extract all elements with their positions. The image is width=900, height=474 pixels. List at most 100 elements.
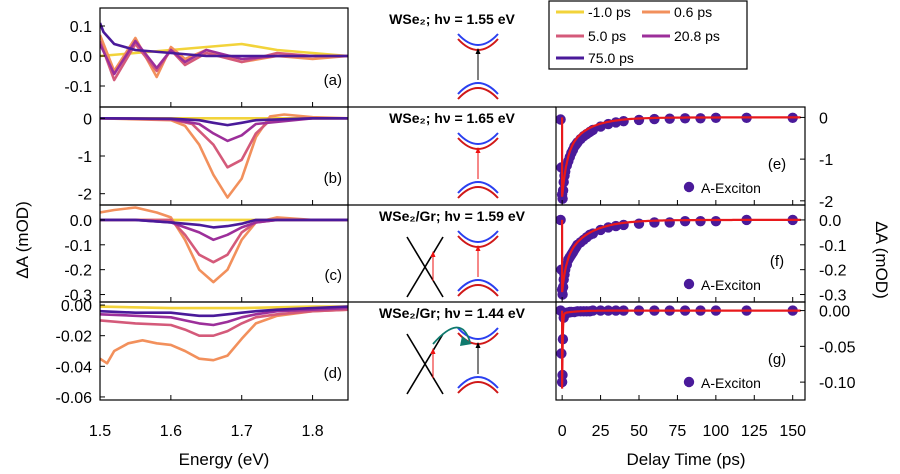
data-point (618, 116, 629, 127)
data-point (618, 219, 629, 231)
y-tick-label: 0.1 (70, 19, 92, 36)
panel-letter: (e) (768, 156, 786, 173)
legend-label: 75.0 ps (588, 50, 634, 66)
y-tick-label: 0.00 (819, 304, 850, 321)
band-curve (457, 132, 499, 145)
y-tick-label: -0.04 (56, 359, 93, 376)
panel-letter: (a) (324, 72, 342, 89)
data-point (695, 216, 706, 227)
arrow-head (475, 245, 481, 251)
kinetics-panel-g: 0.00 -0.05 -0.10 0 25 50 75 100 125 150 A-Exciton (… (555, 301, 856, 440)
y-tick-label: 0.0 (70, 213, 92, 230)
series-line-5.0ps (100, 40, 348, 82)
x-tick-label: 150 (779, 423, 806, 440)
y-tick-label: 0.00 (61, 298, 92, 315)
data-point (556, 114, 566, 125)
series-line-75.0ps (100, 117, 348, 127)
y-tick-label: -0.02 (56, 329, 93, 346)
data-point (710, 216, 722, 227)
y-tick-label: -2 (819, 194, 833, 211)
kinetics-panel-e: 0 -1 -2 A-Exciton (e) (555, 106, 833, 211)
band-curve (457, 284, 499, 297)
y-axis-label-left: ΔA (mOD) (13, 201, 32, 278)
band-diagrams: WSe₂; hν = 1.55 eV WSe₂; hν = 1.65 eV WSe₂… (348, 11, 556, 395)
band-diagram-1: WSe₂; hν = 1.55 eV (389, 11, 515, 100)
legend-label: 20.8 ps (674, 28, 720, 44)
legend-label: A-Exciton (701, 277, 761, 293)
legend: -1.0 ps 0.6 ps 5.0 ps 20.8 ps 75.0 ps (548, 0, 748, 70)
series-line-0.6ps (100, 206, 348, 284)
legend-label: -1.0 ps (588, 4, 631, 20)
diagram-title: WSe₂/Gr; hν = 1.59 eV (379, 208, 526, 224)
band-curve (457, 230, 499, 243)
band-diagram-3: WSe₂/Gr; hν = 1.59 eV (379, 208, 526, 298)
y-axis-label-right: ΔA (mOD) (872, 221, 891, 298)
data-point (557, 289, 568, 300)
y-tick-label: -0.2 (819, 263, 847, 280)
kinetics-panel-f: 0.0 -0.1 -0.2 -0.3 A-Exciton (f) (555, 204, 847, 305)
arrow-head (475, 48, 481, 54)
data-point (556, 214, 566, 226)
y-tick-label: -0.3 (64, 288, 92, 305)
fit-curve (561, 309, 801, 389)
y-tick-label: -0.05 (819, 339, 856, 356)
x-tick-label: 0 (558, 423, 567, 440)
legend-label: A-Exciton (701, 180, 761, 196)
left-panels: 0.10.0-0.1 (a)0-1-2(b)0.0-0.1-0.2-0.3(c)0… (56, 7, 349, 440)
y-tick-label: -0.10 (819, 375, 856, 392)
graphene-cone (406, 236, 444, 298)
x-tick-label: 1.8 (301, 423, 323, 440)
data-point (633, 218, 645, 229)
panel-letter: (c) (325, 267, 343, 284)
legend-item: -1.0 ps (556, 4, 631, 20)
fit-curve (561, 218, 801, 293)
series-line-20.8ps (100, 306, 348, 327)
energy-panel-c: 0.0 -0.1 -0.2 -0.3 (c) (64, 204, 349, 305)
y-tick-label: 0.0 (819, 213, 841, 230)
data-point (664, 217, 675, 228)
legend-item: 0.6 ps (642, 4, 712, 20)
band-curve (457, 381, 499, 394)
legend-marker (683, 278, 695, 290)
series-line-20.8ps (100, 117, 348, 143)
panel-letter: (f) (770, 253, 784, 270)
arrow-head (430, 348, 436, 354)
band-curve (457, 186, 499, 199)
band-curve (457, 279, 499, 292)
series-line-0.6ps (100, 308, 348, 365)
panel-letter: (d) (324, 365, 342, 382)
x-tick-label: 25 (592, 423, 610, 440)
data-point (633, 114, 645, 126)
data-point (557, 193, 568, 204)
y-tick-label: -0.3 (819, 288, 847, 305)
energy-panel-b: 0 -1 -2 (b) (78, 106, 349, 206)
charge-transfer-arrow (432, 326, 471, 345)
band-curve (457, 327, 499, 340)
band-curve (457, 87, 499, 100)
x-tick-label: 75 (669, 423, 687, 440)
y-tick-label: -1 (819, 152, 833, 169)
band-curve (457, 181, 499, 194)
series-line-5.0ps (100, 308, 348, 337)
y-tick-label: 0 (83, 111, 92, 128)
y-tick-label: -0.1 (819, 238, 847, 255)
legend-marker (683, 376, 695, 388)
band-curve (457, 33, 499, 46)
legend-label: A-Exciton (701, 375, 761, 391)
legend-item: 5.0 ps (556, 28, 626, 44)
y-tick-label: 0.0 (70, 49, 92, 66)
legend-marker (683, 181, 695, 193)
legend-item: 20.8 ps (642, 28, 720, 44)
series-line-20.8ps (100, 218, 348, 242)
x-tick-label: 1.6 (160, 423, 182, 440)
x-axis-label-left: Energy (eV) (179, 450, 270, 469)
y-tick-label: -2 (78, 187, 92, 204)
series-line-75.0ps (100, 218, 348, 229)
fit-curve (561, 116, 801, 197)
arrow-head (460, 336, 472, 346)
x-tick-label: 1.7 (231, 423, 253, 440)
panel-frame (555, 301, 806, 401)
y-tick-label: -0.1 (64, 79, 92, 96)
diagram-title: WSe₂; hν = 1.55 eV (389, 11, 515, 27)
